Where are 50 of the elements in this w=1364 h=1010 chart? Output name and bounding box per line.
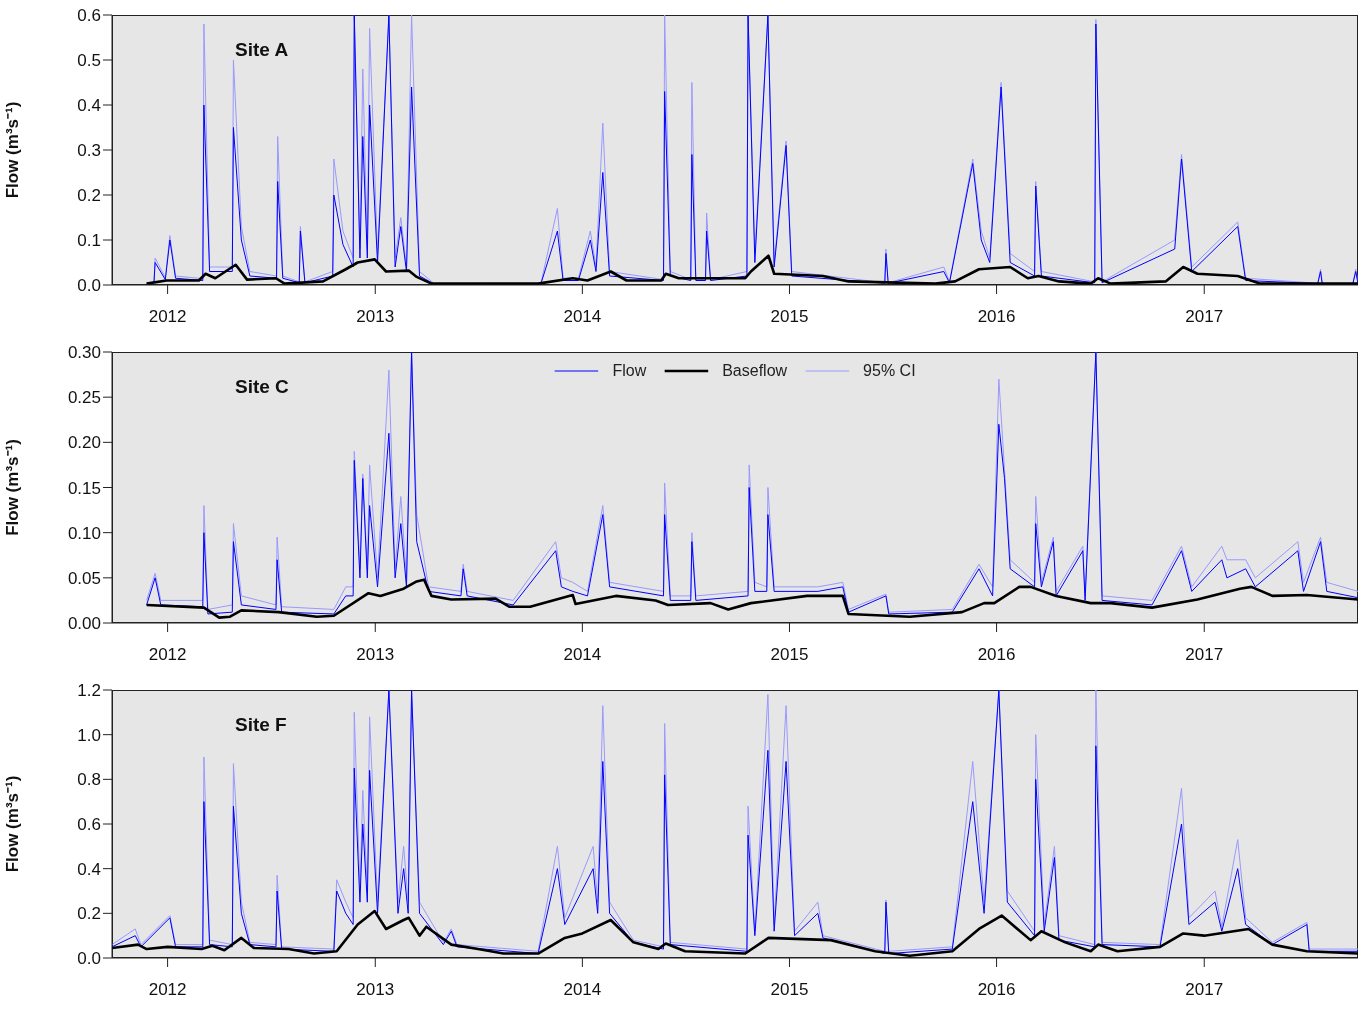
y-tick-label: 0.5 [77,51,101,71]
x-tick-label: 2013 [356,980,395,1000]
y-tick-label: 0.05 [67,568,101,588]
legend-label: Baseflow [722,362,788,380]
text: Site C [235,376,289,398]
y-axis-title: Flow (m³s⁻¹) [3,101,23,199]
x-tick-label: 2015 [770,645,809,665]
y-tick-label: 0.4 [77,859,101,879]
x-tick-label: 2015 [770,980,809,1000]
line-series [145,578,1358,619]
y-tick-label: 0.2 [77,186,101,206]
x-tick-label: 2013 [356,645,395,665]
x-tick-label: 2014 [563,307,602,327]
y-tick-label: 1.0 [77,725,101,745]
y-tick-label: 0.6 [77,815,101,835]
line-series [145,254,1358,285]
x-tick-label: 2016 [977,645,1016,665]
x-tick-label: 2014 [563,645,602,665]
x-tick-label: 2016 [977,307,1016,327]
legend-label: 95% CI [863,362,916,380]
x-tick-label: 2017 [1185,980,1224,1000]
y-tick-label: 0.6 [77,6,101,26]
y-tick-label: 0.15 [67,478,101,498]
x-tick-label: 2017 [1185,645,1224,665]
legend-label: Flow [612,362,647,380]
x-tick-label: 2015 [770,307,809,327]
x-tick-label: 2017 [1185,307,1224,327]
y-tick-label: 0.25 [67,388,101,408]
x-tick-label: 2012 [148,645,187,665]
y-tick-label: 0.0 [77,276,101,296]
y-tick-label: 0.1 [77,231,101,251]
y-tick-label: 0.4 [77,96,101,116]
x-tick-label: 2012 [148,307,187,327]
y-axis-title: Flow (m³s⁻¹) [3,439,23,536]
y-axis-title: Flow (m³s⁻¹) [3,775,23,873]
y-tick-label: 0.20 [67,433,101,453]
x-tick-label: 2013 [356,307,395,327]
y-tick-label: 0.8 [77,770,101,790]
text: Site F [235,714,287,736]
y-tick-label: 0.2 [77,904,101,924]
y-tick-label: 0.0 [77,949,101,969]
text: Site A [235,39,289,61]
x-tick-label: 2016 [977,980,1016,1000]
y-tick-label: 0.00 [67,614,101,634]
y-tick-label: 0.10 [67,523,101,543]
x-tick-label: 2012 [148,980,187,1000]
y-tick-label: 1.2 [77,681,101,701]
x-tick-label: 2014 [563,980,602,1000]
y-tick-label: 0.30 [67,343,101,363]
y-tick-label: 0.3 [77,141,101,161]
